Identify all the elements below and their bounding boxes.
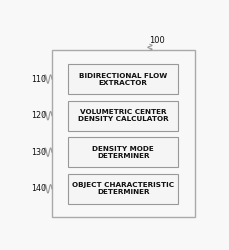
FancyBboxPatch shape xyxy=(68,137,177,167)
Text: VOLUMETRIC CENTER
DENSITY CALCULATOR: VOLUMETRIC CENTER DENSITY CALCULATOR xyxy=(78,109,168,122)
Text: 120: 120 xyxy=(31,111,46,120)
Text: 140: 140 xyxy=(31,184,46,193)
Text: BIDIRECTIONAL FLOW
EXTRACTOR: BIDIRECTIONAL FLOW EXTRACTOR xyxy=(79,72,167,86)
Text: 110: 110 xyxy=(31,74,46,84)
FancyBboxPatch shape xyxy=(68,64,177,94)
FancyBboxPatch shape xyxy=(52,50,194,217)
Text: DENSITY MODE
DETERMINER: DENSITY MODE DETERMINER xyxy=(92,146,153,159)
Text: 130: 130 xyxy=(31,148,46,157)
FancyBboxPatch shape xyxy=(68,174,177,204)
FancyBboxPatch shape xyxy=(68,101,177,130)
Text: 100: 100 xyxy=(149,36,164,45)
Text: OBJECT CHARACTERISTIC
DETERMINER: OBJECT CHARACTERISTIC DETERMINER xyxy=(72,182,174,195)
